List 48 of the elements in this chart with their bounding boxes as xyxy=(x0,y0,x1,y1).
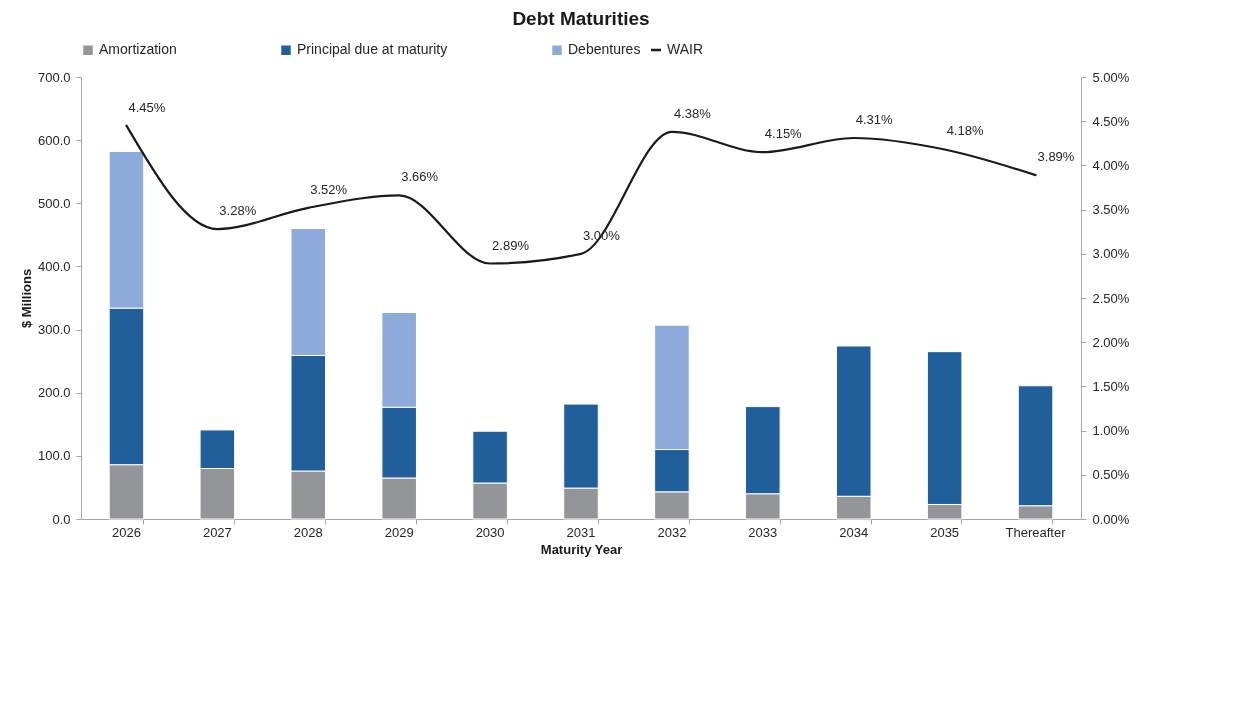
chart-title: Debt Maturities xyxy=(512,8,650,29)
y2-tick-label: 1.00% xyxy=(1092,423,1130,439)
legend-label: Debentures xyxy=(568,41,641,58)
x-tick-label: 2034 xyxy=(839,524,869,540)
y-tick-label: 0.0 xyxy=(52,511,71,527)
y2-tick-label: 1.50% xyxy=(1092,378,1130,394)
x-axis-title: Maturity Year xyxy=(540,541,623,557)
y2-tick-label: 0.50% xyxy=(1092,467,1130,483)
x-tick-label: 2028 xyxy=(293,524,323,540)
x-tick-label: 2032 xyxy=(657,524,687,540)
x-tick-label: 2033 xyxy=(748,524,778,540)
legend-label: WAIR xyxy=(667,41,704,57)
y-tick-label: 700.0 xyxy=(37,69,71,85)
line-series xyxy=(125,124,1037,265)
data-label: 4.38% xyxy=(673,105,712,121)
x-tick-label: 2029 xyxy=(384,524,414,540)
y-tick-label: 300.0 xyxy=(37,322,71,338)
x-tick-label: 2035 xyxy=(930,524,960,540)
y2-tick-label: 5.00% xyxy=(1092,69,1130,85)
y-tick-label: 500.0 xyxy=(37,195,71,211)
data-label: 3.28% xyxy=(219,203,257,219)
data-label: 4.31% xyxy=(855,112,894,127)
y2-tick-label: 2.50% xyxy=(1092,290,1130,306)
y-tick-label: 100.0 xyxy=(37,448,71,464)
x-tick-label: 2027 xyxy=(202,524,232,540)
y2-tick-label: 3.00% xyxy=(1092,246,1130,262)
data-label: 4.45% xyxy=(128,99,166,115)
data-label: 2.89% xyxy=(492,237,530,253)
y2-tick-label: 2.00% xyxy=(1092,334,1130,350)
y-tick-label: 200.0 xyxy=(37,385,71,401)
y2-tick-label: 4.00% xyxy=(1092,157,1130,173)
data-label: 4.18% xyxy=(946,123,984,139)
data-label: 3.66% xyxy=(401,169,439,185)
x-tick-label: 2030 xyxy=(475,524,505,540)
y2-tick-label: 3.50% xyxy=(1092,202,1130,218)
legend-label: Amortization xyxy=(99,41,177,58)
data-label: 3.89% xyxy=(1037,149,1075,165)
y-tick-label: 400.0 xyxy=(37,258,71,274)
data-label: 4.15% xyxy=(764,126,803,142)
x-tick-label: Thereafter xyxy=(1005,524,1067,540)
x-tick-label: 2026 xyxy=(111,524,141,540)
y-tick-label: 600.0 xyxy=(37,132,71,148)
legend-label: Principal due at maturity xyxy=(297,41,448,58)
y2-tick-label: 0.00% xyxy=(1092,511,1130,527)
x-tick-label: 2031 xyxy=(566,524,596,540)
y-axis-title: $ Millions xyxy=(18,268,34,329)
y2-tick-label: 4.50% xyxy=(1092,113,1130,129)
data-label: 3.52% xyxy=(310,181,348,197)
